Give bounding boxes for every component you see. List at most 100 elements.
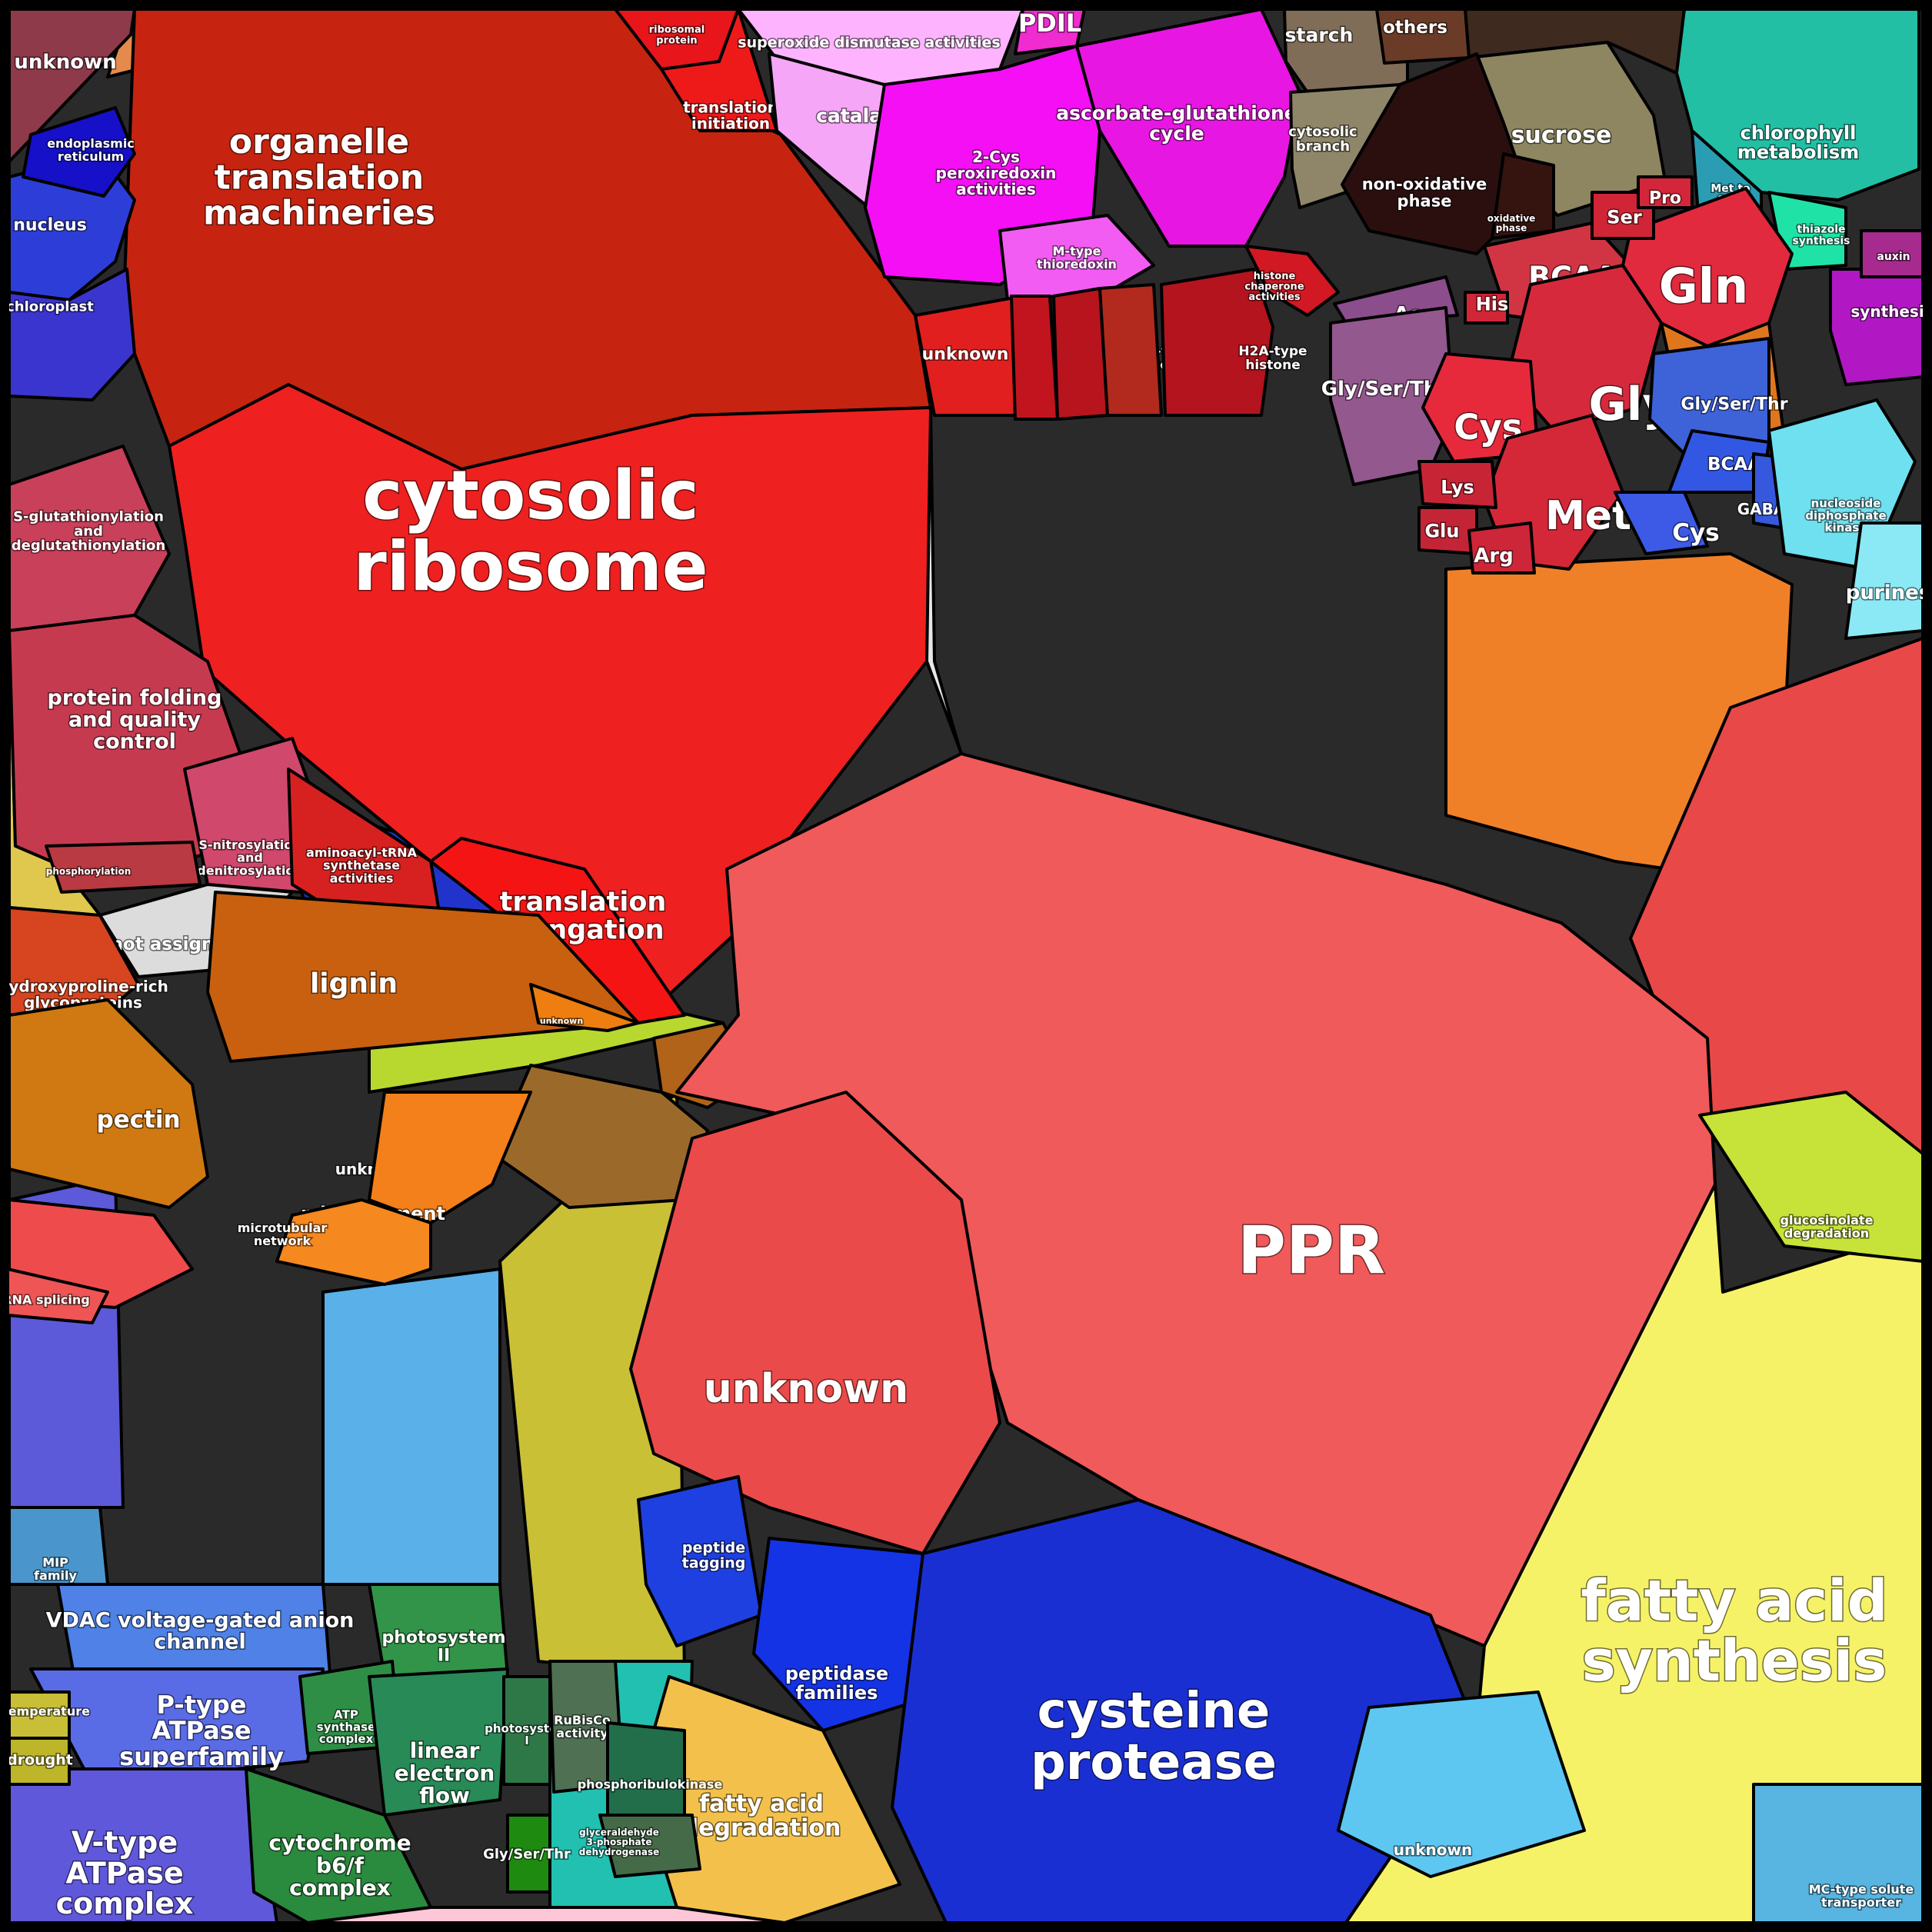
region-cell: Gly/Ser/Thr [1320, 306, 1455, 486]
region-cell: linear electron flow [368, 1667, 509, 1817]
region-cell: unknown [914, 295, 1044, 417]
region-polygon [506, 1814, 551, 1894]
region-polygon [45, 841, 202, 894]
region-polygon [1010, 295, 1059, 421]
region-label: cytosolic ribosome [353, 456, 708, 606]
region-cell: endoplasmic reticulum [22, 106, 136, 198]
region-polygon [1337, 1690, 1586, 1878]
region-polygon [752, 1537, 948, 1732]
region-cell: Gly/Ser/Thr [482, 1814, 572, 1894]
region-cell: H2A-type histone [1160, 268, 1308, 417]
region-label: Gln [1659, 258, 1748, 315]
region-label: RNA splicing [2, 1293, 89, 1307]
region-polygon [1421, 352, 1540, 463]
region-cell: chloroplast [5, 268, 136, 401]
region-label: RuBisCo activity [554, 1713, 611, 1740]
region-label: oxidative phase [1487, 213, 1536, 234]
region-cell: drought [6, 1737, 74, 1786]
region-cell: His [1464, 291, 1510, 325]
region-cell: purines [1844, 521, 1932, 640]
region-label: microtubular network [238, 1221, 328, 1248]
region-label: ascorbate-glutathione cycle [1056, 102, 1297, 145]
region-cell: Glu [1417, 506, 1478, 555]
region-label: Glu [1424, 520, 1459, 541]
region-cell: auxin [1860, 229, 1924, 278]
region-label: glucosinolate degradation [1780, 1213, 1874, 1241]
region-cell: oxidative phase [1486, 152, 1555, 240]
region-label: Gly/Ser/Thr [1681, 395, 1787, 415]
region-cell: ascorbate-glutathione cycle [1055, 8, 1301, 248]
region-polygon [1614, 491, 1709, 555]
region-cell: MC-type solute transporter [1752, 1783, 1924, 1924]
region-cell: phosphorylation [45, 841, 202, 894]
region-label: non-oxidative phase [1362, 175, 1487, 210]
region-polygon [1637, 175, 1694, 209]
region-label: PDIL [1018, 8, 1081, 38]
region-polygon [1464, 291, 1509, 325]
region-polygon [1160, 268, 1274, 417]
region-cell: photosystem II [368, 1583, 509, 1678]
region-polygon [502, 1675, 551, 1786]
region-label: starch [1285, 24, 1354, 46]
region-cell: MIP family [8, 1506, 109, 1586]
region-cell: unknown [529, 983, 640, 1032]
region-label: histone chaperone activities [1244, 271, 1304, 303]
region-cell: histone chaperone activities [1244, 245, 1340, 317]
region-polygon [1075, 8, 1301, 248]
region-cell: PPR [675, 752, 1717, 1647]
region-label: photosystem I [485, 1721, 569, 1747]
region-cell: glyceraldehyde 3-phosphate dehydrogenase [578, 1814, 701, 1878]
region-cell: S-glutathionylation and deglutathionylatio… [8, 445, 171, 632]
region-cell: non-oxidative phase [1341, 52, 1532, 255]
region-label: unknown [1394, 1840, 1472, 1859]
region-label: peptidase families [785, 1663, 888, 1704]
region-cell: VDAC voltage-gated anion channel [45, 1583, 355, 1694]
region-label: ATP synthase complex [317, 1708, 375, 1747]
region-cell: glucosinolate degradation [1698, 1091, 1924, 1263]
region-cell: cysteine protease [891, 1498, 1478, 1924]
region-cell: translation initiation [660, 8, 779, 134]
region-cell: unknown [8, 8, 136, 163]
region-label: purines [1846, 581, 1930, 605]
region-polygon [660, 8, 778, 132]
region-polygon [1829, 268, 1924, 386]
region-cell: Gly/Ser/Thr [1648, 337, 1789, 463]
region-label: VDAC voltage-gated anion channel [46, 1608, 355, 1654]
region-label: Ser [1607, 206, 1642, 228]
region-polygon [245, 1767, 432, 1924]
region-label: photosystem II [381, 1628, 505, 1665]
region-label: unknown [704, 1366, 908, 1412]
region-label: protein folding and quality control [48, 686, 222, 754]
region-cell: Lys [1417, 460, 1497, 509]
region-polygon [368, 1667, 509, 1817]
region-label: M-type thioredoxin [1037, 244, 1117, 271]
region-label: fatty acid synthesis [1581, 1568, 1887, 1694]
region-cell: Arg [1467, 521, 1536, 575]
region-polygon [29, 1667, 325, 1786]
region-polygon [1675, 8, 1920, 202]
region-label: MC-type solute transporter [1809, 1882, 1914, 1910]
region-label: Gly/Ser/Thr [483, 1846, 571, 1862]
region-cell: cytochrome b6/f complex [245, 1767, 432, 1924]
region-label: unknown [14, 51, 116, 74]
region-label: Pro [1649, 189, 1681, 208]
region-label: linear electron flow [395, 1737, 495, 1808]
region-label: translation initiation [683, 98, 778, 133]
region-cell: lignin [206, 891, 640, 1063]
region-label: H2A-type histone [1238, 344, 1307, 373]
region-label: peptide tagging [682, 1540, 746, 1572]
region-cell: RNA splicing [2, 1267, 109, 1324]
region-label: Cys [1454, 407, 1522, 448]
region-label: lignin [310, 968, 398, 1000]
region-cell: Pro [1637, 175, 1694, 209]
region-polygon [368, 1091, 532, 1224]
background-cell [321, 1267, 501, 1586]
region-polygon [998, 214, 1155, 301]
region-polygon [1052, 287, 1109, 421]
region-cell: Cys [1421, 352, 1540, 463]
region-cell: peptide tagging [637, 1475, 763, 1647]
region-label: drought [7, 1752, 73, 1769]
region-label: glyceraldehyde 3-phosphate dehydrogenase [579, 1827, 660, 1857]
region-label: Arg [1474, 545, 1514, 568]
